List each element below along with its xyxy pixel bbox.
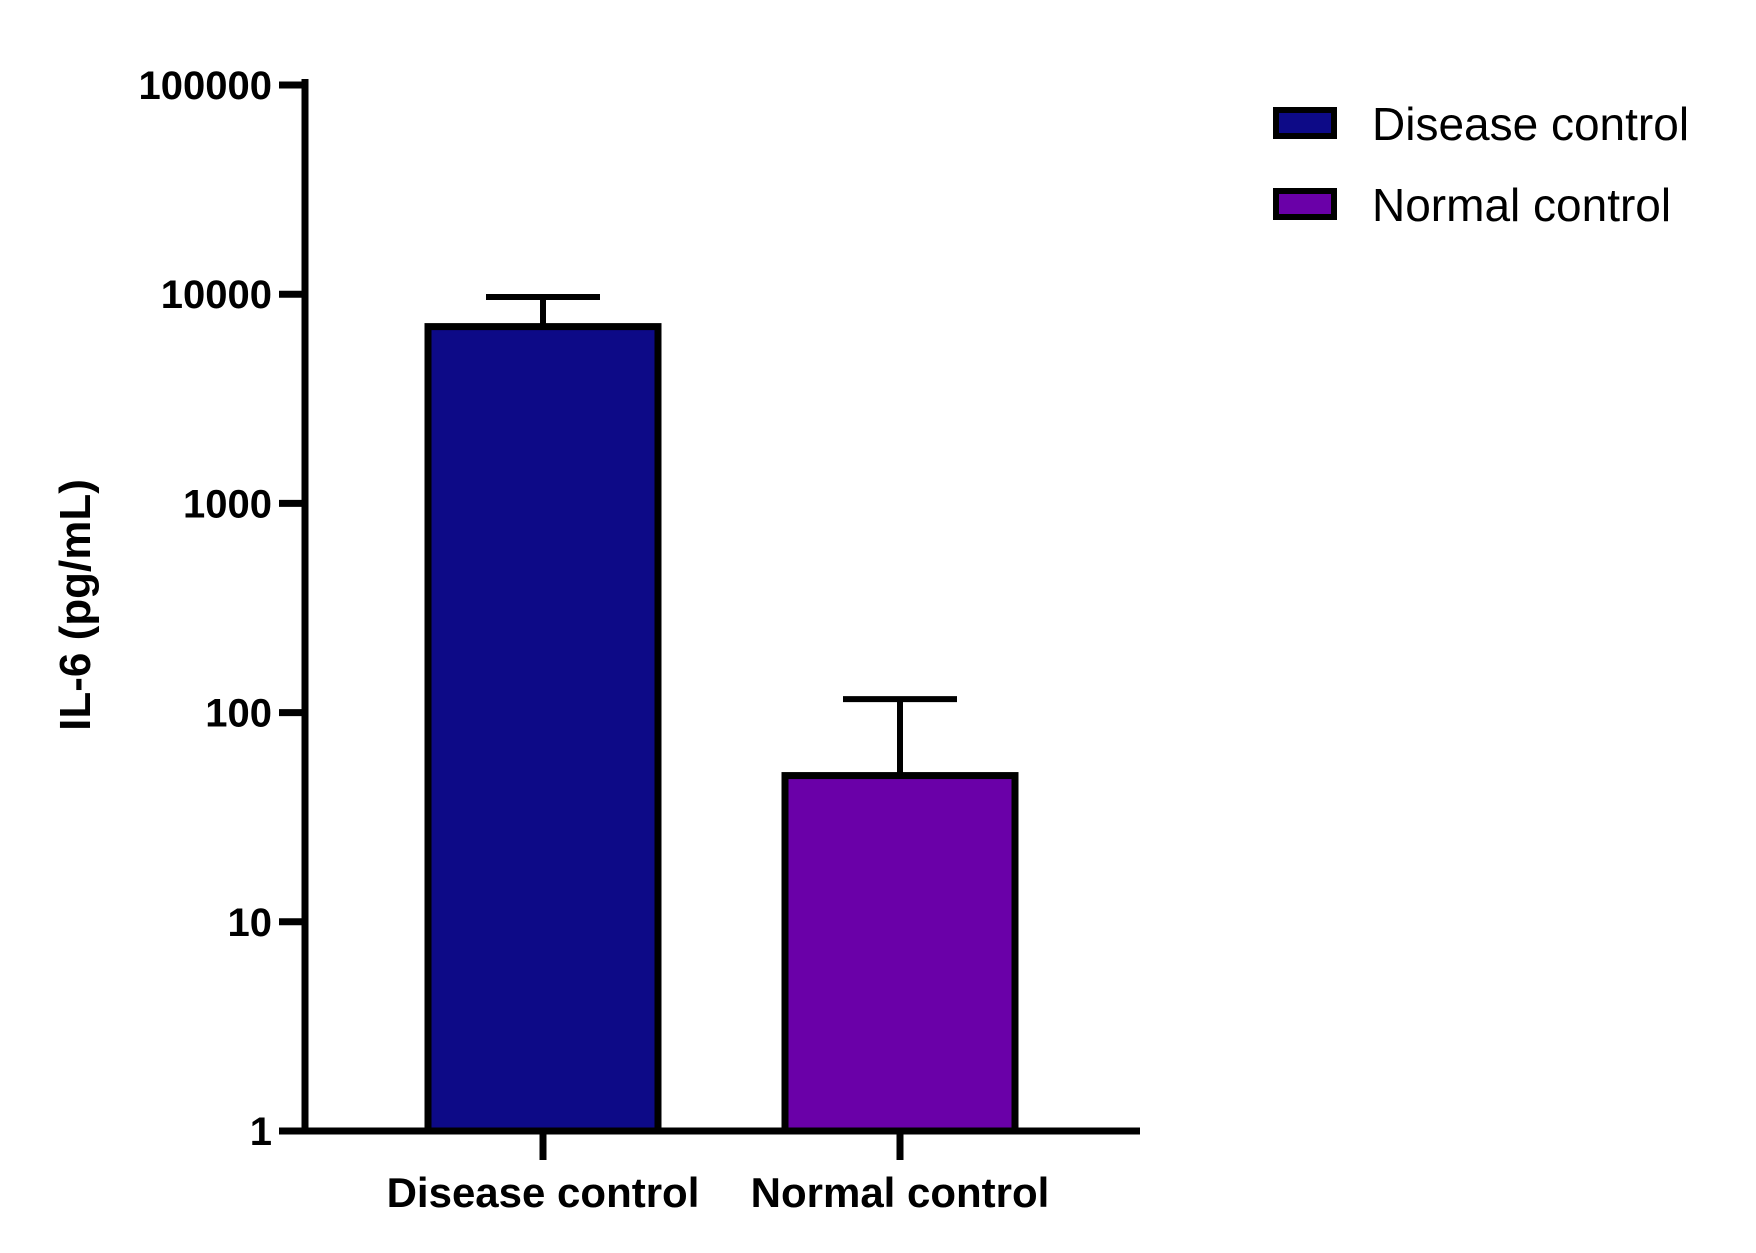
axes-group [279,79,1140,1135]
x-ticks-group: Disease control Normal control [387,1131,1050,1216]
bar [424,323,662,1135]
x-tick-label: Disease control [387,1169,700,1216]
y-tick-label: 10 [228,901,273,945]
bar [781,772,1019,1135]
y-tick-label: 1 [250,1110,272,1154]
legend-label: Normal control [1372,179,1671,231]
y-tick-label: 100000 [139,64,272,108]
x-tick-label: Normal control [751,1169,1050,1216]
legend-swatch [1273,188,1337,220]
y-axis-title: IL-6 (pg/mL) [51,479,100,731]
legend: Disease control Normal control [1273,98,1689,231]
y-tick-label: 1000 [183,482,272,526]
y-tick-label: 100 [205,692,272,736]
legend-label: Disease control [1372,98,1689,150]
y-tick-label: 10000 [161,273,272,317]
error-bars-group [486,293,957,776]
bars-group [424,323,1019,1135]
legend-swatch [1273,107,1337,139]
y-ticks-group: 1 10 100 1000 10000 100000 [139,64,305,1154]
